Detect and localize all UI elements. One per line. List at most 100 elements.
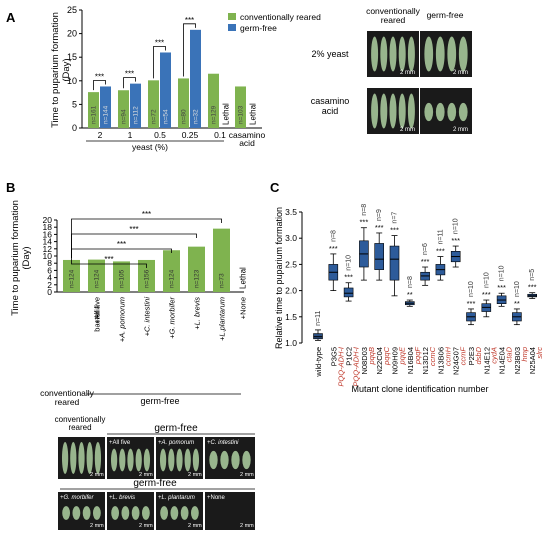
box-c — [313, 333, 323, 340]
sig-label-c: *** — [390, 226, 399, 235]
y-tick-label-a: 0 — [72, 123, 77, 133]
n-label-a: n=161 — [91, 105, 98, 124]
larva-shape — [78, 442, 85, 474]
sig-label-c: *** — [497, 283, 506, 292]
larva-shape — [180, 506, 189, 520]
photo-b-header-conventional: conventionally reared — [55, 415, 106, 432]
scale-bar-a-1: 2 mm — [400, 70, 415, 76]
bar-conventional-a — [148, 80, 159, 128]
photo-b-label-allfive: +All five — [109, 440, 131, 446]
n-label-c: n=8 — [330, 230, 337, 242]
box-c — [343, 287, 354, 298]
n-label-c: n=6 — [422, 243, 429, 255]
legend-label-germfree: germ-free — [240, 23, 277, 33]
larva-shape — [143, 448, 151, 472]
larva-shape — [70, 442, 77, 474]
larva-shape — [168, 448, 175, 472]
gene-label-c: hmp — [520, 347, 529, 362]
scale-bar-b-5: 2 mm — [90, 523, 104, 529]
sig-bracket-b — [71, 248, 172, 258]
n-label-c: n=8 — [407, 276, 414, 288]
sig-label-c: *** — [528, 283, 537, 292]
scale-bar-a-3: 2 mm — [400, 127, 415, 133]
panel-c-letter: C — [270, 180, 280, 195]
n-label-c: n=10 — [468, 281, 475, 297]
y-tick-label-c: 3.5 — [285, 207, 297, 217]
n-label-c: n=10 — [483, 272, 490, 288]
x-tick-label-a: 0.25 — [182, 130, 199, 140]
bar-conventional-a — [208, 73, 219, 128]
x-tick-label-b: +None — [239, 297, 248, 319]
x-tick-label-a: casamino acid — [229, 130, 266, 148]
gene-label-c: ccmC — [428, 346, 437, 366]
n-label-c: n=9 — [376, 209, 383, 221]
legend-a: conventionally reared germ-free — [228, 12, 321, 33]
sig-bracket-b — [71, 218, 222, 258]
bar-b — [163, 250, 180, 292]
larva-shape — [435, 36, 445, 72]
x-tick-label-c: N23B03 — [513, 347, 522, 374]
photo-b-label-apomorum: +A. pomorum — [158, 440, 194, 446]
x-tick-label-c: N24G07 — [452, 347, 461, 375]
scale-bar-b-4: 2 mm — [240, 472, 254, 478]
legend-swatch-germfree — [228, 24, 236, 31]
sig-label-c: ** — [407, 290, 413, 299]
bar-b — [213, 228, 230, 292]
y-tick-label-b: 20 — [43, 215, 53, 225]
y-tick-label-a: 20 — [67, 29, 77, 39]
sig-label-a: *** — [185, 16, 194, 25]
y-tick-label-c: 3.0 — [285, 233, 297, 243]
x-tick-label-a: 1 — [128, 130, 133, 140]
bar-conventional-a — [118, 90, 129, 128]
larva-shape — [242, 450, 251, 470]
y-tick-label-b: 6 — [47, 265, 52, 275]
gene-label-c: slrc — [535, 347, 544, 359]
n-label-a: n=144 — [103, 105, 110, 124]
n-label-c: n=10 — [453, 218, 460, 234]
n-label-a: n=103 — [238, 105, 245, 124]
photo-b-label-none: +None — [207, 495, 226, 501]
sig-label-c: *** — [436, 247, 445, 256]
larva-shape — [92, 506, 101, 520]
x-label-a: yeast (%) — [132, 142, 168, 152]
x-tick-label-c: N14E12 — [482, 347, 491, 374]
scale-bar-b-8: 2 mm — [240, 523, 254, 529]
bar-b — [63, 259, 80, 292]
sig-label-c: *** — [421, 257, 430, 266]
larva-shape — [447, 102, 457, 122]
y-tick-label-b: 12 — [43, 244, 53, 254]
sig-label-a: *** — [95, 72, 104, 81]
y-tick-label-b: 2 — [47, 280, 52, 290]
scale-bar-b-3: 2 mm — [188, 472, 202, 478]
sig-label-c: *** — [329, 244, 338, 253]
panel-a-letter: A — [6, 10, 16, 25]
y-tick-label-a: 15 — [67, 52, 77, 62]
gene-label-c: pqqE — [398, 346, 407, 366]
larva-shape — [72, 506, 81, 520]
x-tick-label-b: +C. intestini — [143, 297, 152, 337]
larva-shape — [119, 448, 126, 472]
y-tick-label-b: 10 — [43, 251, 53, 261]
larva-shape — [192, 448, 200, 472]
scale-bar-b-7: 2 mm — [188, 523, 202, 529]
gene-label-c: ccmF — [459, 347, 468, 366]
larva-shape — [159, 448, 167, 472]
n-label-c: n=10 — [514, 281, 521, 297]
larva-shape — [61, 442, 69, 474]
larva-shape — [184, 448, 191, 472]
n-label-b: n=73 — [219, 273, 226, 288]
x-label-c: Mutant clone identification number — [351, 384, 488, 394]
x-tick-label-c: P3G5 — [329, 347, 338, 366]
n-label-b: n=105 — [119, 269, 126, 288]
sig-label-c: *** — [482, 290, 491, 299]
larva-shape — [170, 506, 179, 520]
larva-shape — [380, 36, 388, 72]
larva-shape — [94, 442, 102, 474]
y-tick-label-b: 18 — [43, 222, 53, 232]
larva-shape — [371, 93, 379, 129]
photo-b-label-lbrevis: +L. brevis — [109, 495, 135, 501]
group-label-conventional-b: conventionally reared — [40, 388, 95, 407]
gene-label-c: dsbD — [474, 346, 483, 364]
